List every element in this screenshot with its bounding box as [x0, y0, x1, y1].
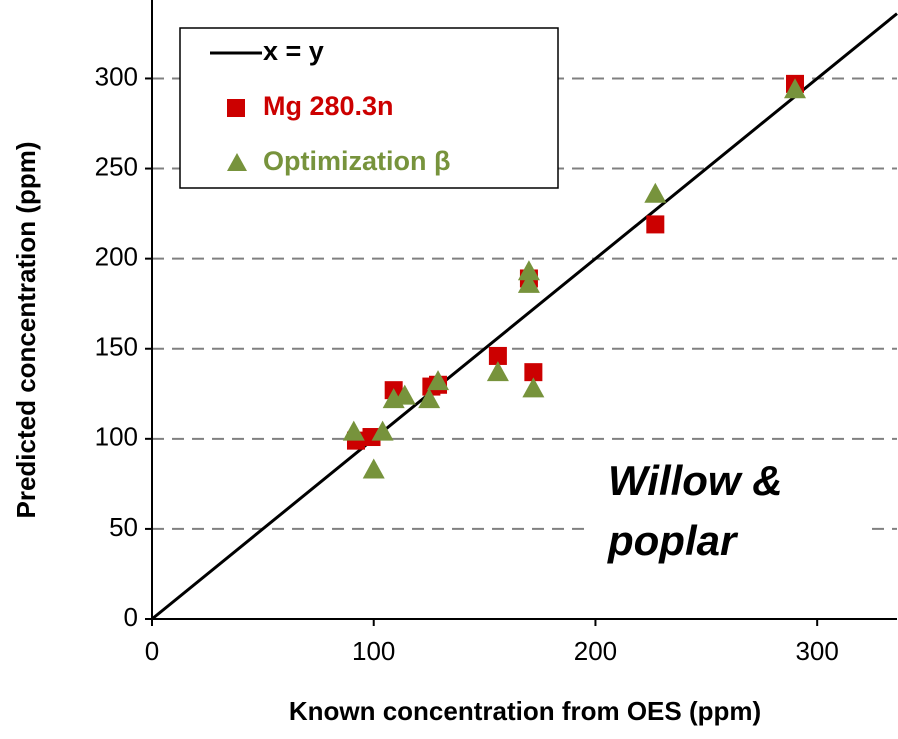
y-tick-label: 300	[95, 61, 138, 91]
triangle-marker	[644, 182, 667, 203]
x-tick-label: 100	[352, 636, 395, 666]
square-marker	[362, 428, 381, 447]
legend-label: x = y	[263, 36, 324, 66]
x-tick-label: 300	[795, 636, 838, 666]
triangle-marker	[517, 260, 540, 281]
annotation: Willow &	[608, 457, 783, 504]
identity-line	[151, 12, 898, 621]
y-tick-label: 100	[95, 422, 138, 452]
legend-label: Optimization β	[263, 146, 450, 176]
legend-marker	[227, 153, 247, 171]
triangle-marker	[517, 272, 540, 293]
triangle-marker	[427, 370, 450, 391]
triangle-marker	[418, 388, 441, 409]
triangle-marker	[784, 78, 807, 99]
y-tick-label: 0	[124, 602, 138, 632]
square-marker	[488, 346, 507, 365]
x-axis-label: Known concentration from OES (ppm)	[289, 696, 761, 726]
legend-marker	[227, 99, 245, 117]
triangle-marker	[342, 420, 365, 441]
triangle-marker	[522, 377, 545, 398]
y-axis-label: Predicted concentration (ppm)	[11, 141, 41, 518]
annotation-box	[585, 450, 865, 575]
square-marker	[524, 363, 543, 382]
square-marker	[646, 215, 665, 234]
y-tick-label: 250	[95, 151, 138, 181]
triangle-marker	[486, 361, 509, 382]
y-tick-label: 50	[109, 512, 138, 542]
triangle-marker	[393, 384, 416, 405]
y-tick-label: 200	[95, 242, 138, 272]
x-tick-label: 0	[145, 636, 159, 666]
y-tick-label: 150	[95, 332, 138, 362]
triangle-marker	[362, 458, 385, 479]
legend-label: Mg 280.3n	[263, 91, 394, 121]
x-tick-label: 200	[574, 636, 617, 666]
triangle-marker	[371, 420, 394, 441]
annotation: poplar	[607, 517, 739, 564]
